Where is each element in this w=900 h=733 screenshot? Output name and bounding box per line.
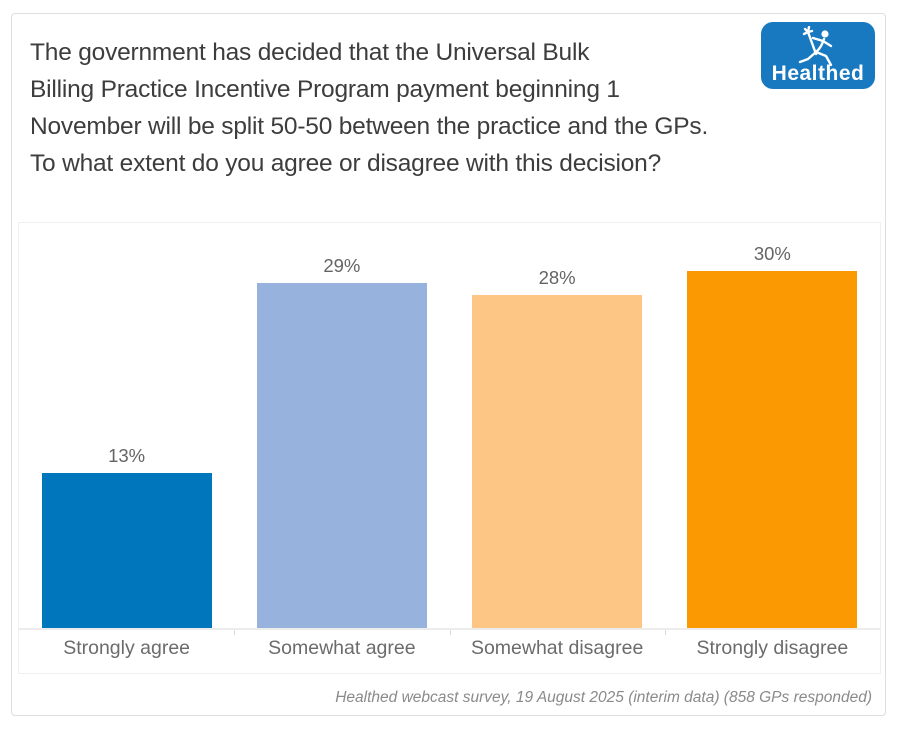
healthed-logo-text: Healthed xyxy=(771,62,865,85)
category-label-strongly-disagree: Strongly disagree xyxy=(696,637,849,659)
bar-value-label: 13% xyxy=(108,445,146,467)
bar-value-label: 30% xyxy=(753,242,791,264)
axis-tick xyxy=(449,630,451,635)
bar-column-strongly-agree: 13% xyxy=(19,223,234,628)
bar-somewhat-agree[interactable] xyxy=(256,282,427,628)
question-title-line: Billing Practice Incentive Program payme… xyxy=(30,76,620,103)
bar-somewhat-disagree[interactable] xyxy=(472,294,643,628)
bar-column-strongly-disagree: 30% xyxy=(665,223,880,628)
bar-column-somewhat-agree: 29% xyxy=(234,223,449,628)
category-axis: Strongly agree Somewhat agree Somewhat d… xyxy=(19,630,880,673)
question-title-line: The government has decided that the Univ… xyxy=(30,39,590,66)
hermes-caduceus-runner-icon xyxy=(798,26,833,67)
category-label-strongly-agree: Strongly agree xyxy=(63,637,191,659)
category-label-somewhat-disagree: Somewhat disagree xyxy=(470,637,644,659)
axis-tick xyxy=(664,630,666,635)
bar-column-somewhat-disagree: 28% xyxy=(450,223,665,628)
healthed-logo: Healthed xyxy=(761,22,875,89)
category-label-somewhat-agree: Somewhat agree xyxy=(268,637,416,659)
question-title: The government has decided that the Univ… xyxy=(30,34,750,182)
bar-strongly-agree[interactable] xyxy=(41,473,212,628)
question-title-line: November will be split 50-50 between the… xyxy=(30,113,709,140)
axis-tick xyxy=(234,630,236,635)
survey-result-card: The government has decided that the Univ… xyxy=(11,13,886,716)
bar-chart: 13% 29% 28% 30% Strongly agree Somewhat … xyxy=(18,222,881,674)
bar-value-label: 29% xyxy=(323,254,361,276)
bar-value-label: 28% xyxy=(538,266,576,288)
chart-plot-area: 13% 29% 28% 30% xyxy=(19,223,880,630)
question-title-line: To what extent do you agree or disagree … xyxy=(30,150,662,177)
source-note: Healthed webcast survey, 19 August 2025 … xyxy=(335,689,872,706)
bar-strongly-disagree[interactable] xyxy=(687,270,858,628)
